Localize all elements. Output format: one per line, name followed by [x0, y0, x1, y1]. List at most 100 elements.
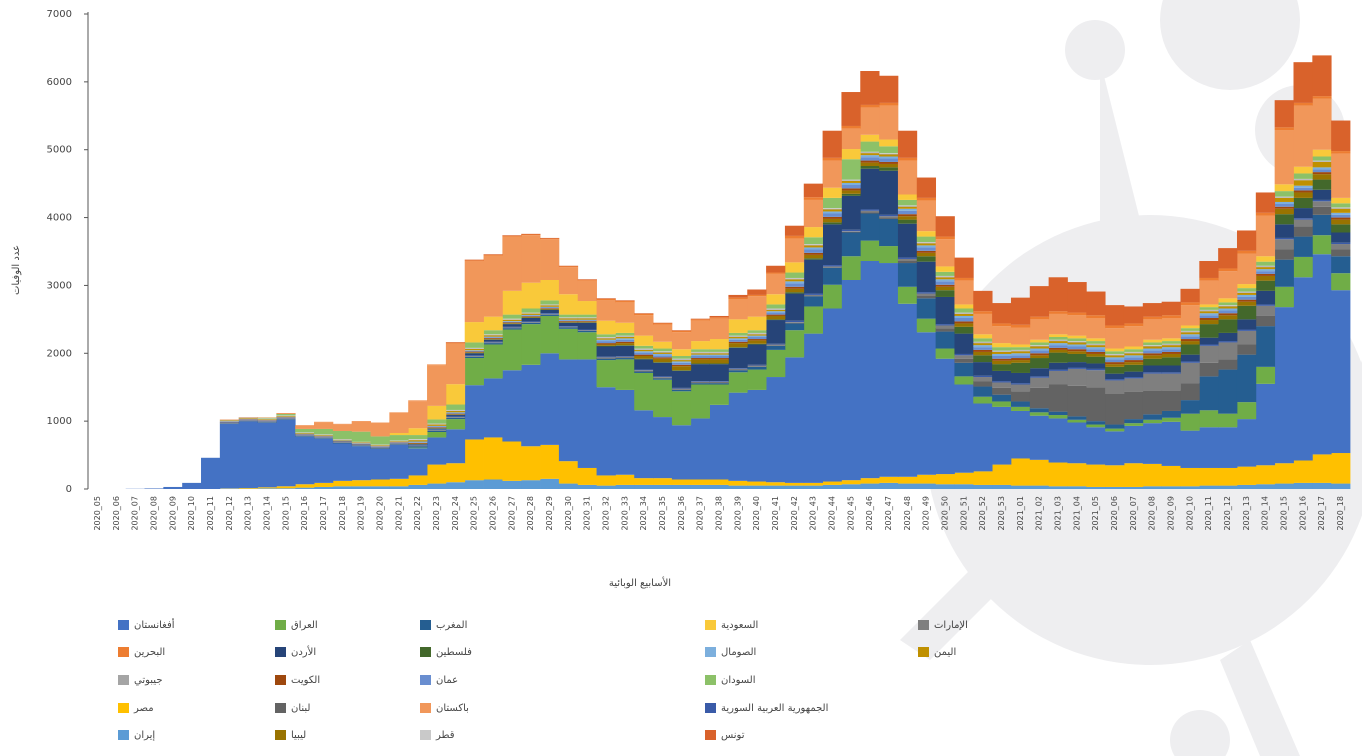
area-segment	[860, 105, 879, 108]
area-segment	[1030, 286, 1049, 317]
area-segment	[352, 480, 371, 486]
area-segment	[785, 279, 804, 280]
area-segment	[823, 131, 842, 158]
area-segment	[634, 336, 653, 346]
area-segment	[936, 324, 955, 325]
area-segment	[597, 357, 616, 358]
area-segment	[1011, 351, 1030, 353]
area-segment	[936, 276, 955, 277]
area-segment	[954, 321, 973, 323]
area-segment	[1180, 400, 1199, 414]
area-segment	[1086, 357, 1105, 364]
area-segment	[597, 300, 616, 320]
area-segment	[1256, 484, 1275, 489]
area-segment	[710, 385, 729, 405]
area-segment	[841, 181, 860, 183]
area-segment	[1331, 154, 1350, 198]
area-segment	[1067, 313, 1086, 316]
area-segment	[540, 313, 559, 314]
area-segment	[1218, 268, 1237, 271]
area-segment	[1030, 460, 1049, 486]
legend-swatch	[420, 730, 431, 740]
legend-swatch	[420, 675, 431, 685]
area-segment	[898, 216, 917, 219]
area-segment	[710, 358, 729, 359]
area-segment	[898, 263, 917, 287]
area-segment	[860, 161, 879, 163]
area-segment	[785, 321, 804, 322]
area-segment	[502, 322, 521, 323]
area-segment	[1199, 363, 1218, 377]
area-segment	[879, 157, 898, 159]
area-segment	[691, 353, 710, 354]
area-segment	[917, 256, 936, 261]
x-tick-label: 2020_20	[375, 496, 384, 531]
x-tick-label: 2020_25	[470, 496, 479, 531]
area-segment	[559, 317, 578, 318]
area-segment	[973, 347, 992, 350]
area-segment	[841, 129, 860, 149]
x-tick-label: 2020_27	[507, 496, 516, 531]
area-segment	[559, 326, 578, 327]
area-segment	[653, 323, 672, 324]
area-segment	[484, 335, 503, 336]
area-segment	[1067, 349, 1086, 351]
area-segment	[1030, 317, 1049, 320]
area-segment	[879, 219, 898, 246]
area-segment	[936, 287, 955, 290]
area-segment	[615, 346, 634, 356]
area-segment	[879, 154, 898, 156]
area-segment	[766, 304, 785, 308]
area-segment	[540, 315, 559, 316]
area-segment	[540, 353, 559, 445]
area-segment	[446, 416, 465, 417]
area-segment	[1086, 363, 1105, 368]
area-segment	[484, 338, 503, 339]
area-segment	[521, 324, 540, 365]
area-segment	[1275, 197, 1294, 198]
area-segment	[1237, 467, 1256, 485]
area-segment	[785, 294, 804, 321]
area-segment	[615, 336, 634, 337]
area-segment	[521, 446, 540, 480]
area-segment	[634, 346, 653, 349]
area-segment	[785, 262, 804, 272]
area-segment	[597, 334, 616, 337]
area-segment	[936, 332, 955, 349]
area-segment	[1199, 315, 1218, 318]
area-segment	[1086, 315, 1105, 318]
area-segment	[446, 412, 465, 413]
area-segment	[954, 359, 973, 363]
area-segment	[860, 152, 879, 153]
area-segment	[295, 488, 314, 489]
area-segment	[1256, 216, 1275, 257]
y-tick-label: 1000	[47, 416, 72, 427]
area-segment	[823, 267, 842, 268]
area-segment	[1124, 372, 1143, 377]
area-segment	[672, 366, 691, 370]
area-segment	[1124, 353, 1143, 354]
area-segment	[1124, 352, 1143, 353]
x-tick-label: 2020_14	[262, 496, 271, 531]
area-segment	[1312, 201, 1331, 206]
area-segment	[691, 485, 710, 489]
area-segment	[597, 337, 616, 338]
area-segment	[785, 323, 804, 330]
area-segment	[1086, 344, 1105, 345]
x-tick-label: 2020_29	[545, 496, 554, 531]
area-segment	[954, 334, 973, 354]
area-segment	[672, 425, 691, 479]
area-segment	[314, 483, 333, 487]
area-segment	[1067, 338, 1086, 341]
area-segment	[691, 356, 710, 358]
area-segment	[1124, 362, 1143, 365]
area-segment	[879, 153, 898, 154]
x-tick-label: 2020_12	[225, 496, 234, 531]
area-segment	[1086, 341, 1105, 344]
area-segment	[823, 224, 842, 265]
area-segment	[804, 296, 823, 306]
area-segment	[785, 289, 804, 292]
area-segment	[1237, 254, 1256, 285]
area-segment	[973, 485, 992, 489]
area-segment	[823, 482, 842, 485]
